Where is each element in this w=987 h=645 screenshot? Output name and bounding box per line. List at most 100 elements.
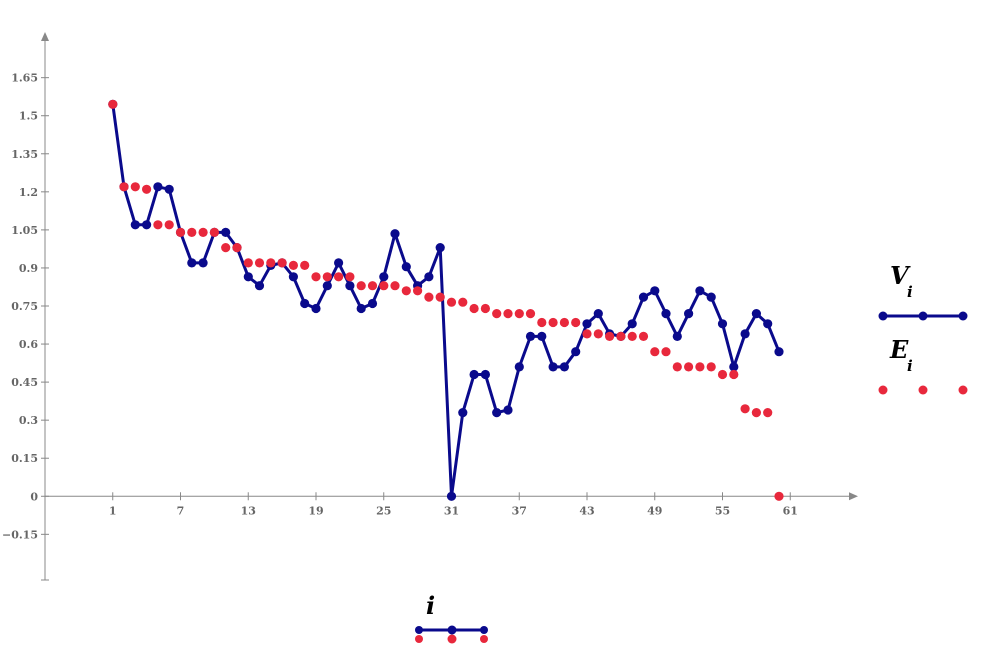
series-e-point — [221, 243, 231, 253]
series-v-point — [717, 319, 728, 329]
y-tick-label: 1.5 — [19, 110, 38, 123]
series-e-point — [774, 491, 784, 501]
series-e-point — [525, 309, 536, 319]
x-tick-label: 55 — [715, 504, 730, 517]
y-tick-label: 0.15 — [11, 452, 38, 465]
series-v-point — [390, 229, 400, 239]
series-e-point — [108, 99, 118, 109]
series-e-point — [548, 317, 558, 328]
series-e-point — [413, 286, 423, 296]
series-e-point — [706, 362, 716, 372]
series-e-point — [164, 220, 174, 230]
series-v-point — [446, 491, 457, 501]
x-tick-label: 13 — [241, 504, 256, 517]
y-tick-label: 0.9 — [19, 262, 38, 275]
x-axis-label: i — [415, 591, 488, 644]
series-e-point — [311, 272, 321, 282]
series-v-point — [288, 272, 298, 282]
series-e-point — [514, 309, 524, 319]
series-e-point — [469, 303, 479, 314]
y-tick-label: 0.6 — [19, 338, 38, 351]
series-e-point — [424, 292, 434, 302]
series-v-point — [695, 286, 705, 296]
series-v-point — [221, 227, 231, 237]
y-tick-label: 1.65 — [11, 72, 38, 85]
series-e-point — [627, 331, 637, 341]
series-v-point — [424, 272, 434, 282]
series-v-point — [525, 331, 536, 341]
series-v-point — [130, 220, 140, 230]
series-v-point — [638, 292, 649, 302]
series-e-point — [559, 317, 570, 328]
series-e-point — [492, 309, 502, 319]
series-v-point — [356, 303, 366, 314]
x-tick-label: 1 — [109, 504, 117, 517]
series-v-point — [582, 319, 592, 329]
x-axis-label-marker-left — [415, 626, 423, 634]
legend-v-subscript: i — [907, 283, 913, 301]
series-v-point — [729, 362, 739, 372]
x-axis-ticks: 1 7 13 19 25 31 37 43 49 55 61 — [109, 492, 798, 517]
series-e-point — [334, 272, 344, 282]
series-v-point — [401, 262, 411, 272]
series-e-point — [119, 182, 129, 192]
y-tick-label: 0.45 — [11, 376, 38, 389]
series-v-point — [187, 258, 197, 268]
y-tick-label: 1.2 — [19, 186, 38, 199]
series-e-point — [571, 317, 581, 328]
series-e-point — [243, 258, 253, 268]
legend-e-name: E — [889, 335, 909, 364]
series-e-point — [209, 227, 219, 237]
series-v-point — [198, 258, 208, 268]
series-v-point — [469, 369, 479, 380]
legend-e-subscript: i — [907, 357, 913, 375]
series-e-point — [537, 317, 547, 328]
series-e-point — [480, 303, 490, 314]
series-e-point — [593, 329, 603, 339]
legend-v-marker-mid — [918, 311, 928, 321]
x-tick-label: 19 — [308, 504, 323, 517]
legend-v: V i — [878, 261, 968, 321]
x-tick-label: 49 — [647, 504, 662, 517]
series-e-point — [322, 272, 332, 282]
x-axis-label-red-left — [415, 635, 423, 643]
series-v-point — [763, 319, 773, 329]
series-v-point — [458, 408, 468, 418]
series-e-point — [446, 297, 457, 307]
series-v-point — [706, 292, 716, 302]
series-v-point — [322, 281, 332, 291]
series-v-point — [435, 243, 445, 253]
y-tick-label: 0 — [30, 490, 38, 503]
series-v-point — [684, 309, 694, 319]
series-e-point — [401, 286, 411, 296]
legend-e-marker-mid — [918, 385, 928, 395]
series-v-point — [650, 286, 660, 296]
y-tick-label: 0.75 — [11, 300, 38, 313]
series-e-point — [367, 281, 378, 291]
series-e-point — [266, 258, 276, 268]
series-v-point — [627, 319, 637, 329]
series-e-point — [175, 227, 186, 237]
series-v-point — [751, 309, 762, 319]
x-axis-label-red-right — [480, 635, 488, 643]
series-v — [108, 99, 784, 501]
series-e-point — [379, 281, 389, 291]
series-e-point — [435, 292, 445, 302]
series-v-point — [672, 331, 682, 341]
series-e-point — [198, 227, 208, 237]
series-v-point — [300, 298, 310, 309]
series-e-point — [605, 331, 615, 341]
series-v-point — [661, 309, 671, 319]
series-v-point — [367, 298, 378, 309]
x-tick-label: 7 — [177, 504, 185, 517]
legend-e: E i — [878, 335, 968, 395]
x-tick-label: 61 — [783, 504, 798, 517]
series-v-point — [740, 329, 750, 339]
x-tick-label: 43 — [579, 504, 594, 517]
series-e-point — [503, 309, 513, 319]
series-e-point — [740, 404, 750, 414]
series-v-point — [153, 182, 163, 192]
y-tick-label: 0.3 — [19, 414, 38, 427]
series-e-point — [695, 362, 705, 372]
series-e — [108, 99, 784, 501]
